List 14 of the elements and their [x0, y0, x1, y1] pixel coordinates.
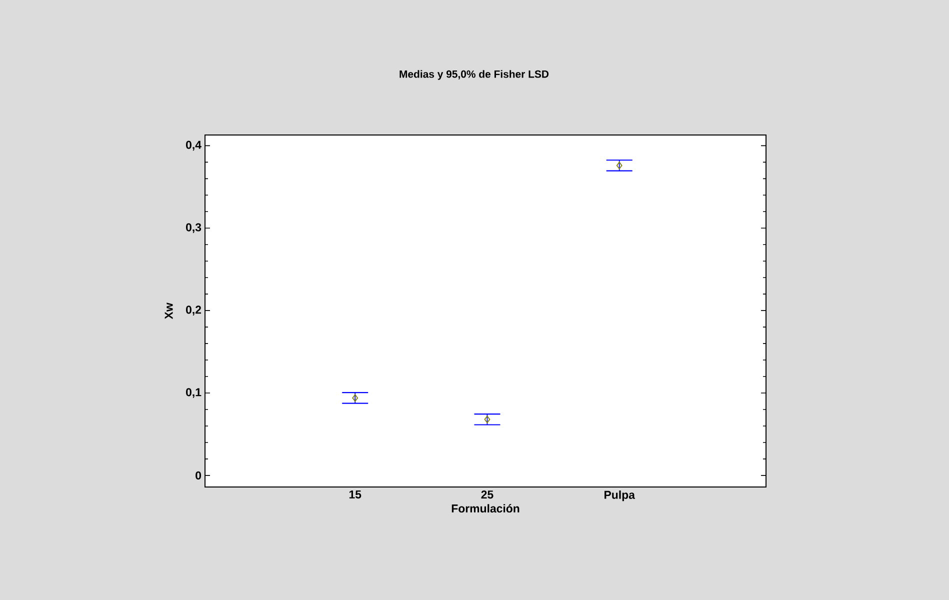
y-tick-label: 0,2	[186, 306, 202, 316]
chart-title: Medias y 95,0% de Fisher LSD	[400, 70, 549, 80]
y-tick-label: 0,1	[186, 388, 202, 398]
y-tick-label: 0,3	[186, 223, 202, 234]
point	[484, 416, 490, 424]
y-tick-label: 0,4	[186, 140, 202, 151]
point	[616, 162, 622, 170]
y-tick-label: 0	[196, 471, 202, 480]
y-axis-title: Xw	[164, 302, 173, 320]
x-tick-label: 25	[481, 490, 494, 499]
x-tick-label: Pulpa	[604, 490, 636, 502]
x-tick-label: 15	[349, 490, 362, 498]
point	[352, 394, 358, 402]
x-axis-title: Formulación	[452, 504, 520, 513]
